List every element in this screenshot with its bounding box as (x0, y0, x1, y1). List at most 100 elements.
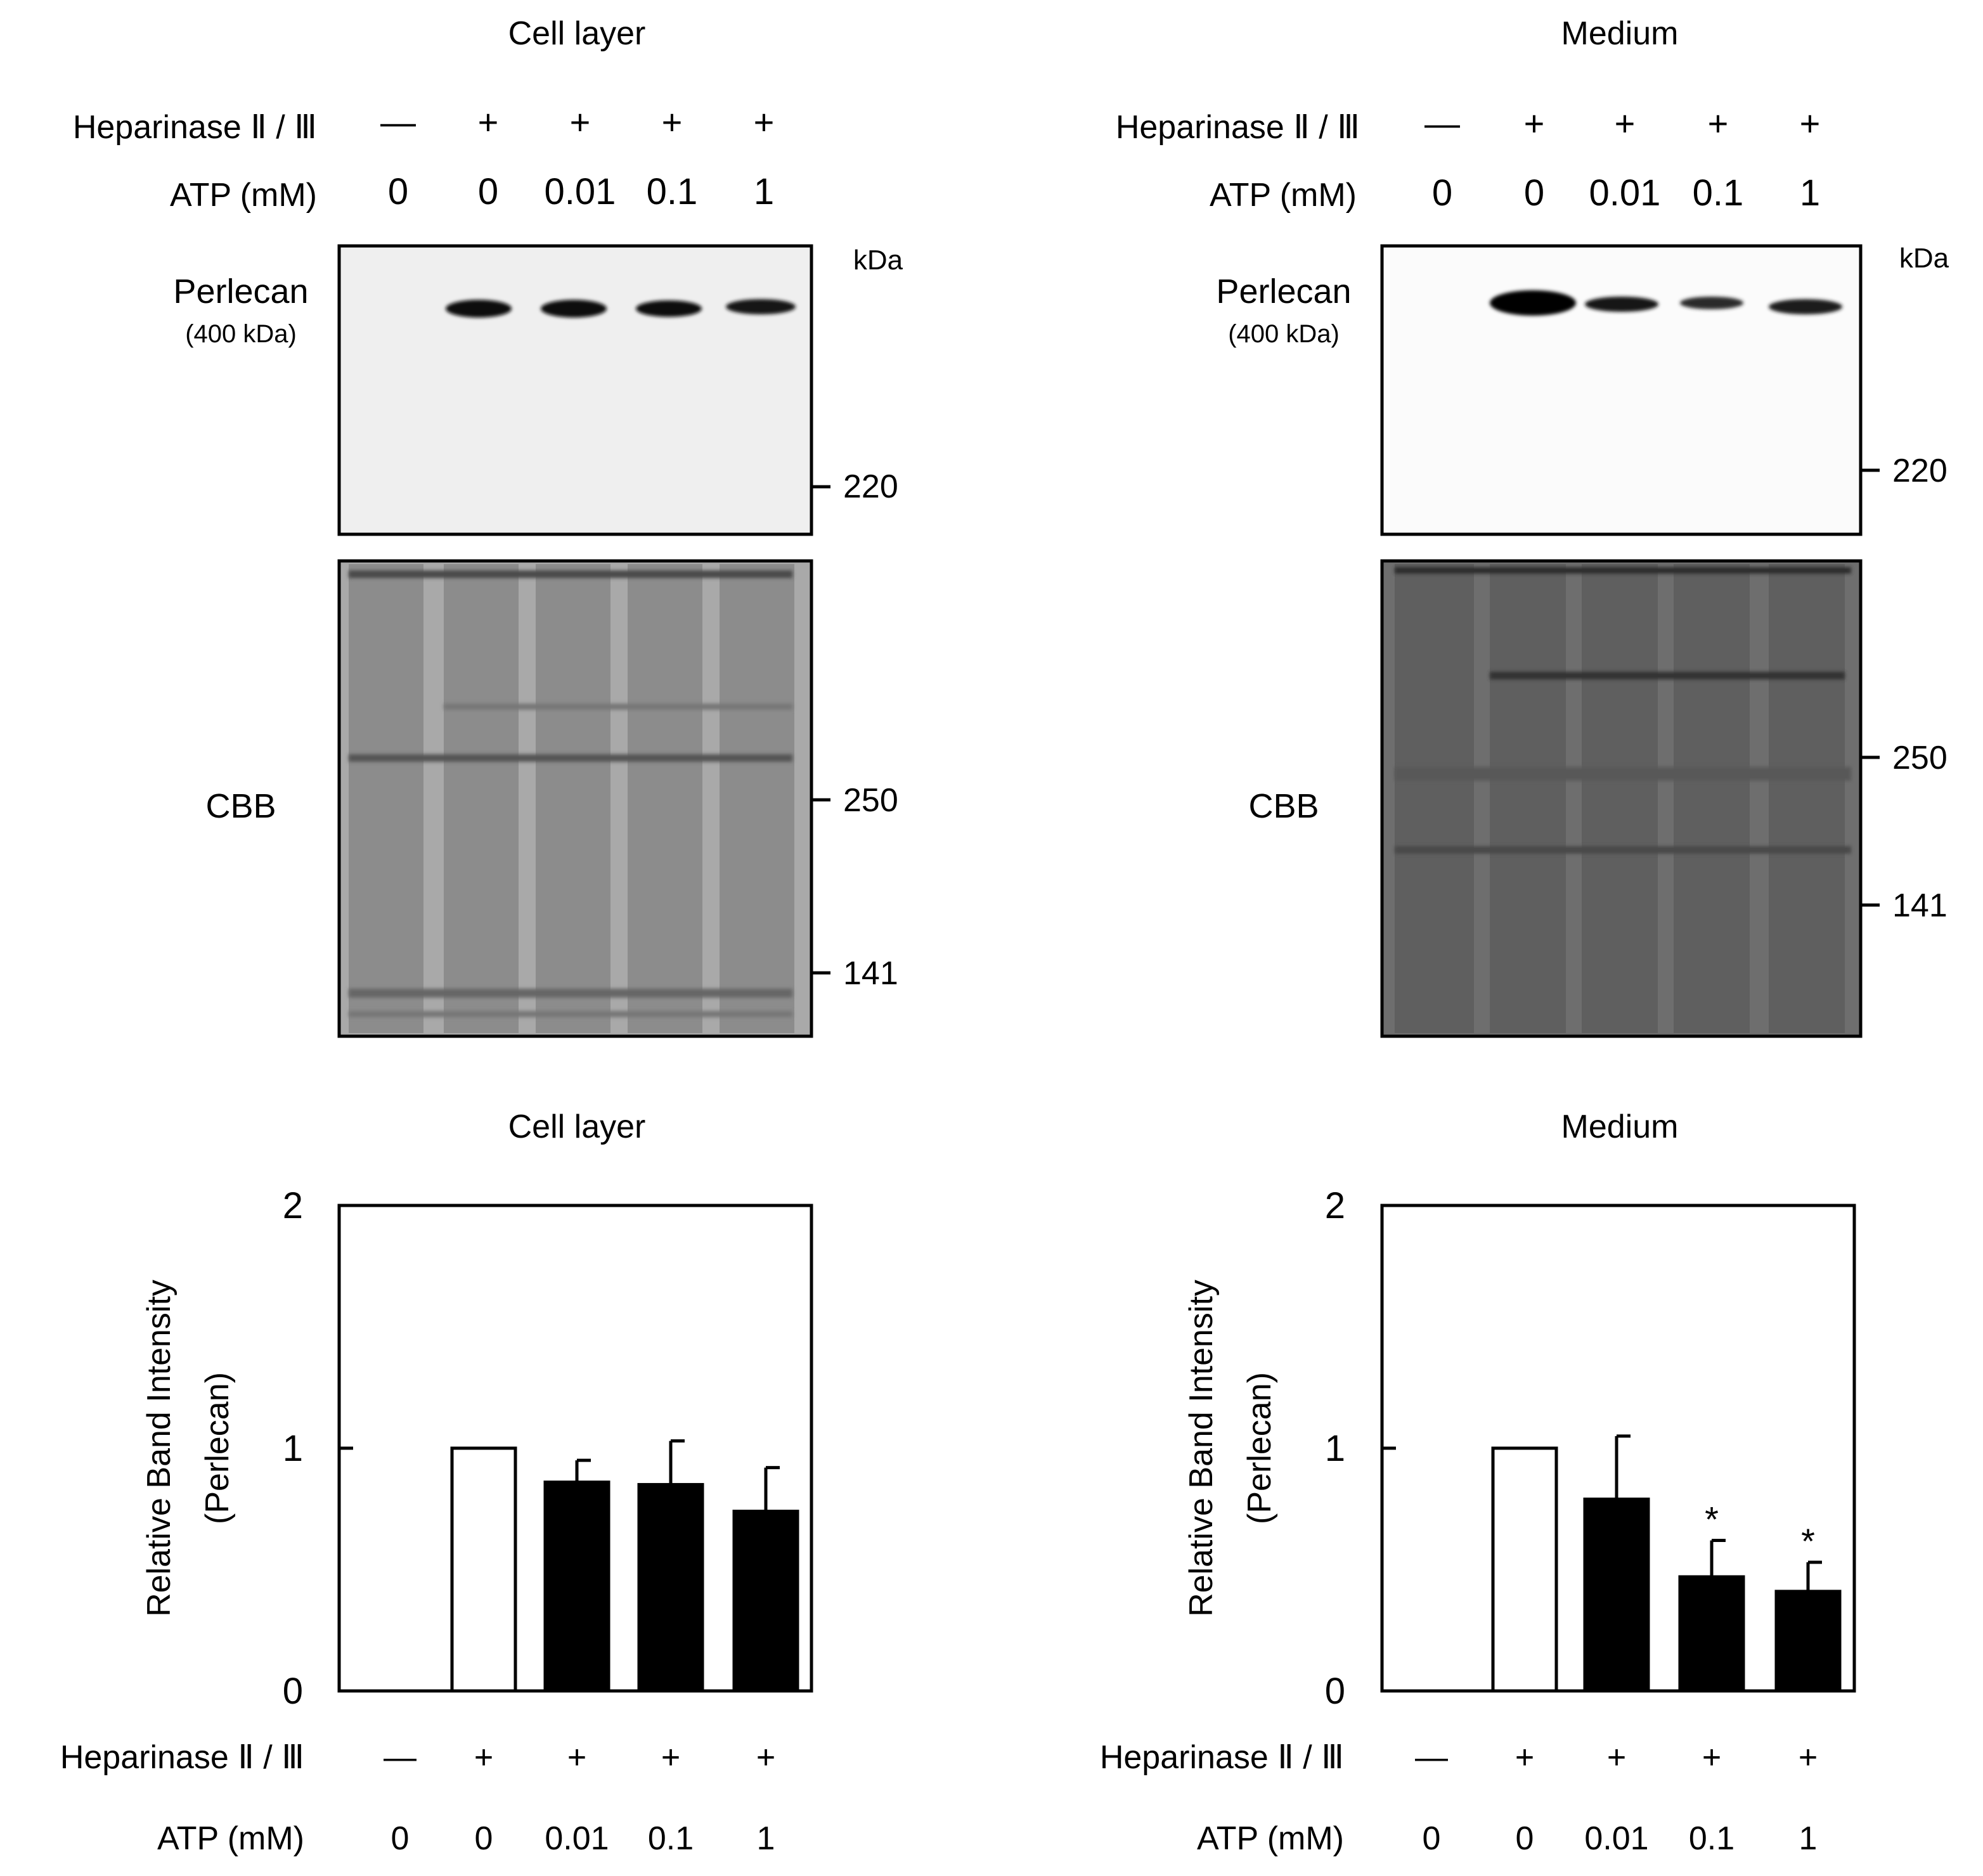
right-perlecan-label: Perlecan (1216, 273, 1351, 311)
left-cbb-label: CBB (205, 787, 276, 825)
chart-title: Cell layer (508, 1108, 646, 1145)
left-heparinase-row-label: Heparinase Ⅱ / Ⅲ (73, 109, 317, 146)
heparinase-tick-label: + (756, 1739, 775, 1776)
bar (450, 1446, 517, 1693)
heparinase-row-label: Heparinase Ⅱ / Ⅲ (1100, 1739, 1344, 1776)
left-bar-chart: Cell layer Relative Band Intensity (Perlec… (60, 1108, 813, 1857)
left-blot-image (337, 244, 813, 536)
left-panel-title: Cell layer (508, 15, 646, 52)
right-blot-panel: Medium Heparinase Ⅱ / Ⅲ ATP (mM) — 0 +0 +0.… (1116, 15, 1949, 1038)
atp-lane-label: 0.1 (647, 171, 698, 212)
right-cbb-lanes (1395, 564, 1845, 1033)
atp-lane-label: 1 (1800, 172, 1820, 214)
chart-title: Medium (1561, 1108, 1679, 1145)
y-axis-label: Relative Band Intensity (141, 1280, 178, 1617)
heparinase-tick-label: + (474, 1739, 493, 1776)
atp-tick-label: 0 (475, 1820, 493, 1857)
heparinase-tick-label: + (661, 1739, 680, 1776)
y-tick-label: 0 (1325, 1671, 1345, 1712)
heparinase-lane-label: + (478, 102, 499, 142)
heparinase-lane-label: + (570, 102, 591, 142)
y-axis-label: (Perlecan) (199, 1372, 236, 1524)
plot-frame (1380, 1204, 1856, 1693)
atp-lane-label: 0 (1524, 172, 1544, 214)
heparinase-lane-label: + (1708, 103, 1729, 143)
heparinase-tick-label: — (1415, 1739, 1448, 1776)
heparinase-lane-label: — (380, 102, 416, 142)
atp-lane-label: 0 (1432, 172, 1452, 214)
blot-band (541, 300, 607, 318)
atp-row-label: ATP (mM) (157, 1820, 304, 1857)
atp-lane-label: 0.01 (1589, 172, 1661, 214)
heparinase-lane-label: + (1800, 103, 1821, 143)
left-perlecan-bands (446, 299, 796, 318)
heparinase-tick-label: + (1607, 1739, 1626, 1776)
y-axis-label: Relative Band Intensity (1183, 1280, 1220, 1617)
heparinase-tick-label: + (1702, 1739, 1721, 1776)
right-heparinase-row-label: Heparinase Ⅱ / Ⅲ (1116, 109, 1360, 146)
blot-band (636, 300, 702, 317)
right-cbb-label: CBB (1248, 787, 1319, 825)
left-marker-250: 250 (843, 782, 898, 819)
atp-lane-label: 0 (388, 171, 408, 212)
blot-band (1769, 299, 1842, 314)
bar (1491, 1446, 1558, 1693)
atp-tick-label: 0.01 (545, 1820, 609, 1857)
heparinase-tick-label: — (384, 1739, 417, 1776)
right-blot-image (1380, 244, 1863, 536)
left-cbb-bands (349, 570, 792, 1017)
right-lane-labels: — 0 +0 +0.01 +0.1 +1 (1424, 103, 1820, 214)
atp-lane-label: 0.01 (545, 171, 616, 212)
atp-tick-label: 0.1 (1689, 1820, 1734, 1857)
bar (1774, 1590, 1842, 1693)
y-axis-label: (Perlecan) (1241, 1372, 1278, 1524)
heparinase-row-label: Heparinase Ⅱ / Ⅲ (60, 1739, 304, 1776)
atp-tick-label: 0 (391, 1820, 410, 1857)
left-atp-row-label: ATP (mM) (170, 177, 317, 214)
heparinase-lane-label: + (662, 102, 683, 142)
left-cbb-lanes (349, 564, 794, 1033)
significance-marker: * (1705, 1500, 1719, 1539)
right-kda-label: kDa (1899, 243, 1949, 274)
atp-row-label: ATP (mM) (1197, 1820, 1344, 1857)
bar (543, 1481, 610, 1693)
right-panel-title: Medium (1561, 15, 1679, 52)
right-marker-220: 220 (1892, 453, 1947, 489)
atp-tick-label: 1 (757, 1820, 775, 1857)
left-perlecan-label: Perlecan (173, 273, 308, 311)
heparinase-tick-label: + (567, 1739, 586, 1776)
bar (637, 1482, 704, 1693)
atp-lane-label: 0.1 (1693, 172, 1744, 214)
right-atp-row-label: ATP (mM) (1210, 177, 1357, 214)
right-perlecan-bands (1490, 290, 1842, 316)
left-perlecan-sublabel: (400 kDa) (185, 320, 297, 348)
right-perlecan-sublabel: (400 kDa) (1228, 320, 1340, 348)
y-tick-label: 2 (1325, 1185, 1345, 1226)
left-blot-panel: Cell layer Heparinase Ⅱ / Ⅲ ATP (mM) — 0 +… (73, 15, 903, 1038)
y-tick-label: 1 (1325, 1428, 1345, 1469)
heparinase-lane-label: + (754, 102, 775, 142)
atp-tick-label: 0.01 (1584, 1820, 1648, 1857)
y-tick-label: 1 (283, 1428, 303, 1469)
heparinase-lane-label: — (1424, 103, 1460, 143)
atp-lane-label: 0 (478, 171, 498, 212)
y-tick-label: 2 (283, 1185, 303, 1226)
left-lane-labels: — 0 +0 +0.01 +0.1 +1 (380, 102, 774, 212)
blot-band (726, 299, 796, 314)
bar (732, 1510, 799, 1693)
right-cbb-bands (1395, 567, 1851, 854)
heparinase-tick-label: + (1515, 1739, 1534, 1776)
left-marker-141: 141 (843, 955, 898, 992)
significance-marker: * (1801, 1521, 1815, 1561)
heparinase-tick-label: + (1799, 1739, 1818, 1776)
heparinase-lane-label: + (1524, 103, 1545, 143)
atp-lane-label: 1 (754, 171, 774, 212)
blot-band (446, 300, 512, 318)
bar (1583, 1497, 1650, 1693)
atp-tick-label: 1 (1799, 1820, 1818, 1857)
right-marker-141: 141 (1892, 887, 1947, 924)
bar (1678, 1575, 1745, 1693)
right-bar-chart: Medium Relative Band Intensity (Perlecan) 0… (1100, 1108, 1856, 1857)
y-tick-label: 0 (283, 1671, 303, 1712)
